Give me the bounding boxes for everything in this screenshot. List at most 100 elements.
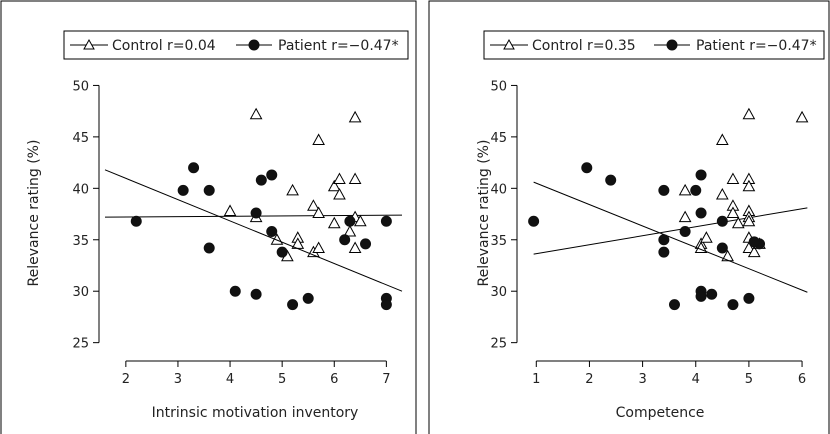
data-point-control: [353, 214, 367, 227]
data-point-control: [312, 133, 325, 145]
legend-marker-patient: [666, 39, 678, 51]
fit-line-patient: [533, 181, 808, 293]
data-point-patient: [360, 238, 372, 250]
legend-marker-control: [503, 38, 515, 50]
fit-line-control: [533, 207, 808, 255]
data-point-patient: [255, 174, 267, 186]
data-point-control: [307, 199, 320, 211]
data-point-control: [286, 183, 299, 196]
data-point-control: [726, 172, 740, 185]
data-point-patient: [706, 288, 718, 300]
data-point-control: [721, 249, 734, 262]
data-point-patient: [528, 215, 540, 227]
data-point-control: [742, 107, 756, 120]
data-point-control: [327, 179, 341, 192]
data-point-patient: [130, 215, 142, 227]
y-tick-label: 40: [490, 182, 507, 197]
x-tick-label: 1: [532, 372, 540, 387]
data-point-control: [348, 241, 362, 253]
data-point-patient: [250, 207, 262, 219]
data-point-patient: [380, 215, 392, 227]
y-tick-label: 25: [490, 337, 507, 352]
data-point-control: [742, 214, 756, 227]
data-point-patient: [605, 174, 617, 186]
data-point-control: [715, 187, 729, 200]
data-point-control: [742, 241, 756, 253]
data-point-patient: [266, 226, 278, 238]
y-tick-label: 30: [72, 285, 89, 300]
x-tick-label: 4: [226, 372, 234, 387]
legend-marker-control: [83, 38, 95, 50]
data-point-patient: [188, 162, 200, 174]
data-point-control: [348, 110, 362, 123]
x-tick-label: 3: [174, 372, 182, 387]
data-point-control: [223, 204, 237, 216]
x-tick-label: 6: [330, 372, 338, 387]
data-point-control: [747, 245, 761, 258]
data-point-control: [715, 133, 729, 145]
panel-frame: [0, 0, 417, 434]
legend-label-control: Control r=0.04: [112, 38, 216, 54]
data-point-patient: [658, 184, 670, 196]
chart-panel-right: Control r=0.35 Patient r=−0.47* 1 2 3 4 5 6 25…: [428, 0, 830, 434]
x-axis-title: Intrinsic motivation inventory: [152, 405, 359, 421]
fit-line-patient: [104, 169, 403, 292]
x-tick-label: 5: [745, 372, 753, 387]
data-point-patient: [380, 299, 392, 311]
data-point-patient: [658, 234, 670, 246]
y-tick-label: 45: [490, 131, 507, 146]
y-axis-title: Relevance rating (%): [476, 140, 492, 287]
data-point-patient: [344, 215, 356, 227]
data-point-patient: [716, 242, 728, 254]
data-point-control: [333, 187, 346, 200]
data-point-patient: [203, 184, 215, 196]
legend-entry-control: Control r=0.35: [490, 38, 636, 54]
data-point-patient: [203, 242, 215, 254]
data-point-patient: [302, 292, 314, 304]
data-point-control: [343, 224, 357, 237]
data-point-control: [678, 210, 692, 223]
legend-entry-patient: Patient r=−0.47*: [654, 38, 817, 54]
data-point-control: [726, 206, 740, 219]
data-point-patient: [250, 288, 262, 300]
y-tick-label: 45: [72, 131, 89, 146]
data-point-patient: [276, 246, 288, 258]
y-tick-label: 35: [72, 234, 89, 249]
data-point-patient: [177, 184, 189, 196]
data-point-patient: [679, 226, 691, 238]
data-point-control: [327, 216, 341, 229]
data-point-patient: [339, 234, 351, 246]
data-point-patient: [658, 246, 670, 258]
data-point-control: [731, 216, 745, 229]
x-tick-label: 2: [585, 372, 593, 387]
data-point-control: [249, 107, 263, 120]
legend-entry-patient: Patient r=−0.47*: [236, 38, 399, 54]
y-tick-label: 35: [490, 234, 507, 249]
x-tick-label: 6: [798, 372, 806, 387]
x-tick-label: 7: [382, 372, 390, 387]
x-tick-label: 5: [278, 372, 286, 387]
x-tick-label: 3: [638, 372, 646, 387]
data-point-control: [694, 241, 708, 253]
panel-frame: [428, 0, 830, 434]
data-point-control: [333, 172, 346, 185]
data-point-control: [348, 172, 362, 185]
y-axis-title: Relevance rating (%): [26, 140, 42, 287]
data-point-control: [700, 231, 713, 243]
legend-label-patient: Patient r=−0.47*: [278, 38, 399, 54]
y-tick-label: 30: [490, 285, 507, 300]
data-point-patient: [727, 299, 739, 311]
y-tick-label: 50: [72, 79, 89, 94]
legend-marker-patient: [248, 39, 260, 51]
x-axis-title: Competence: [616, 405, 705, 421]
data-point-patient: [581, 162, 593, 174]
chart-panel-left: Control r=0.04 Patient r=−0.47* 2 3 4 5 6 725…: [0, 0, 417, 434]
legend-label-control: Control r=0.35: [532, 38, 636, 54]
y-tick-label: 25: [72, 337, 89, 352]
data-point-patient: [743, 292, 755, 304]
data-point-patient: [695, 169, 707, 181]
data-point-control: [312, 206, 325, 219]
y-tick-label: 40: [72, 182, 89, 197]
data-point-patient: [695, 290, 707, 302]
